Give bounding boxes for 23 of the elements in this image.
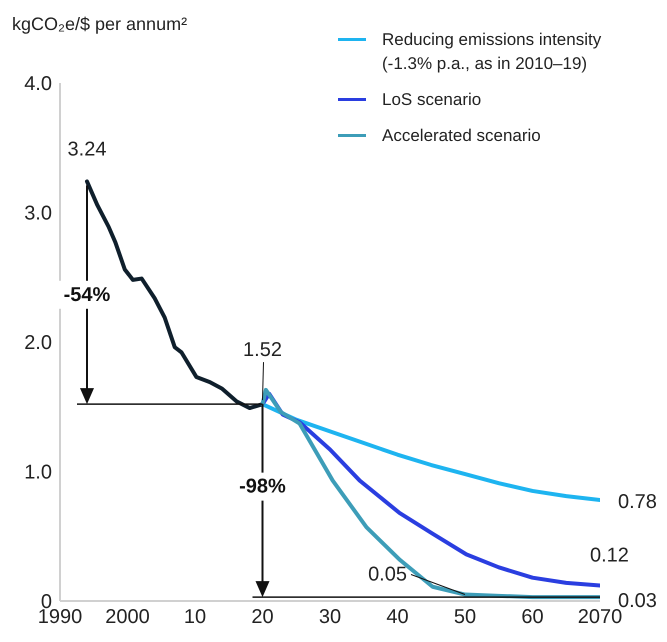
- y-tick-label: 1.0: [24, 462, 52, 484]
- annotation: 1.52: [243, 339, 282, 362]
- x-tick-label: 2000: [105, 606, 150, 628]
- x-tick-label: 2070: [578, 606, 622, 628]
- legend-label: LoS scenario: [382, 89, 482, 111]
- annotation: 0.12: [590, 544, 629, 566]
- y-axis-title: kgCO₂e/$ per annum²: [12, 14, 188, 34]
- annotation: -98%: [239, 476, 286, 498]
- annotation: 0.05: [368, 564, 407, 586]
- legend-label: Accelerated scenario: [382, 125, 541, 147]
- x-tick-label: 10: [184, 606, 206, 628]
- annotation: 3.24: [68, 138, 106, 160]
- y-tick-label: 2.0: [24, 332, 52, 354]
- x-tick-label: 20: [251, 606, 274, 628]
- x-tick-label: 50: [454, 606, 476, 628]
- annotation: 0.78: [618, 490, 657, 513]
- x-tick-label: 60: [521, 606, 544, 628]
- x-tick-label: 30: [318, 606, 342, 628]
- legend-label: Reducing emissions intensity (-1.3% p.a., as in 2010–19): [382, 29, 602, 75]
- annotation: -54%: [64, 284, 111, 306]
- x-tick-label: 40: [386, 606, 409, 628]
- y-tick-label: 4.0: [24, 73, 52, 96]
- y-tick-label: 3.0: [24, 202, 52, 225]
